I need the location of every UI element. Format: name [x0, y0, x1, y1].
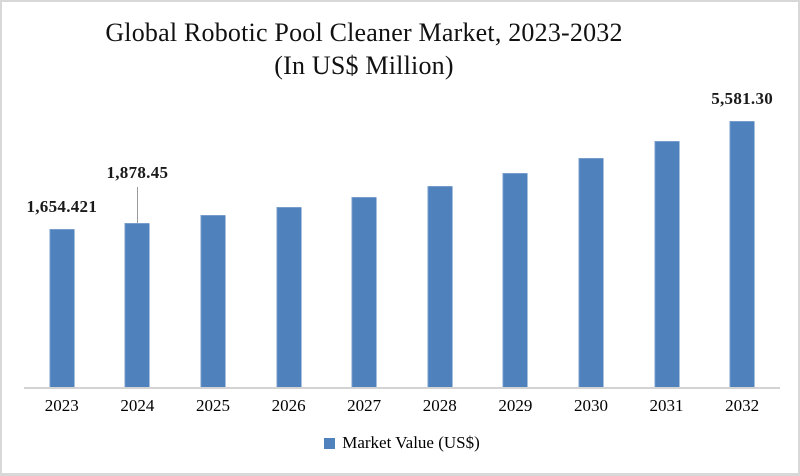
leader-line-2024	[137, 187, 139, 223]
data-label-2023: 1,654.421	[26, 197, 98, 216]
x-axis-labels: 2023 2024 2025 2026 2027 2028 2029 2030 2031 2032	[24, 396, 780, 416]
bar-column-2028	[402, 102, 478, 388]
bar-2025	[200, 215, 226, 388]
bar-2031	[654, 141, 680, 388]
chart-title-line1: Global Robotic Pool Cleaner Market, 2023…	[105, 18, 623, 47]
bar-2026	[276, 207, 302, 388]
x-axis-label-2028: 2028	[422, 396, 457, 415]
bar-column-2031	[629, 102, 705, 388]
x-axis-label-2030: 2030	[573, 396, 608, 415]
x-axis-line	[24, 387, 780, 389]
bar-column-2027	[326, 102, 402, 388]
data-label-2024: 1,878.45	[106, 163, 169, 182]
bar-2024	[124, 223, 150, 388]
chart-title-line2: (In US$ Million)	[274, 51, 454, 80]
legend-swatch-icon	[324, 437, 336, 449]
bar-column-2024: 1,878.45	[100, 102, 176, 388]
x-axis-label-2031: 2031	[649, 396, 684, 415]
x-axis-label-2029: 2029	[498, 396, 533, 415]
bar-column-2023: 1,654.421	[24, 102, 100, 388]
plot-area: 1,654.421 1,878.45 5,581.30	[24, 89, 780, 388]
bar-2023	[49, 229, 75, 388]
x-axis-label-2026: 2026	[271, 396, 306, 415]
bar-2030	[578, 158, 604, 388]
bar-column-2032: 5,581.30	[704, 89, 780, 388]
legend: Market Value (US$)	[2, 433, 798, 453]
bar-column-2025	[175, 102, 251, 388]
bar-column-2030	[553, 102, 629, 388]
bar-2028	[427, 186, 453, 388]
x-axis-label-2024: 2024	[120, 396, 155, 415]
chart-title: Global Robotic Pool Cleaner Market, 2023…	[2, 16, 726, 82]
x-axis-label-2032: 2032	[725, 396, 760, 415]
legend-label: Market Value (US$)	[342, 433, 480, 452]
bar-column-2029	[478, 102, 554, 388]
bar-2027	[351, 197, 377, 388]
bar-2032	[729, 121, 755, 388]
bar-2029	[502, 173, 528, 388]
bar-column-2026	[251, 102, 327, 388]
data-label-2032: 5,581.30	[711, 89, 774, 108]
x-axis-label-2023: 2023	[44, 396, 79, 415]
x-axis-label-2025: 2025	[195, 396, 230, 415]
x-axis-label-2027: 2027	[347, 396, 382, 415]
